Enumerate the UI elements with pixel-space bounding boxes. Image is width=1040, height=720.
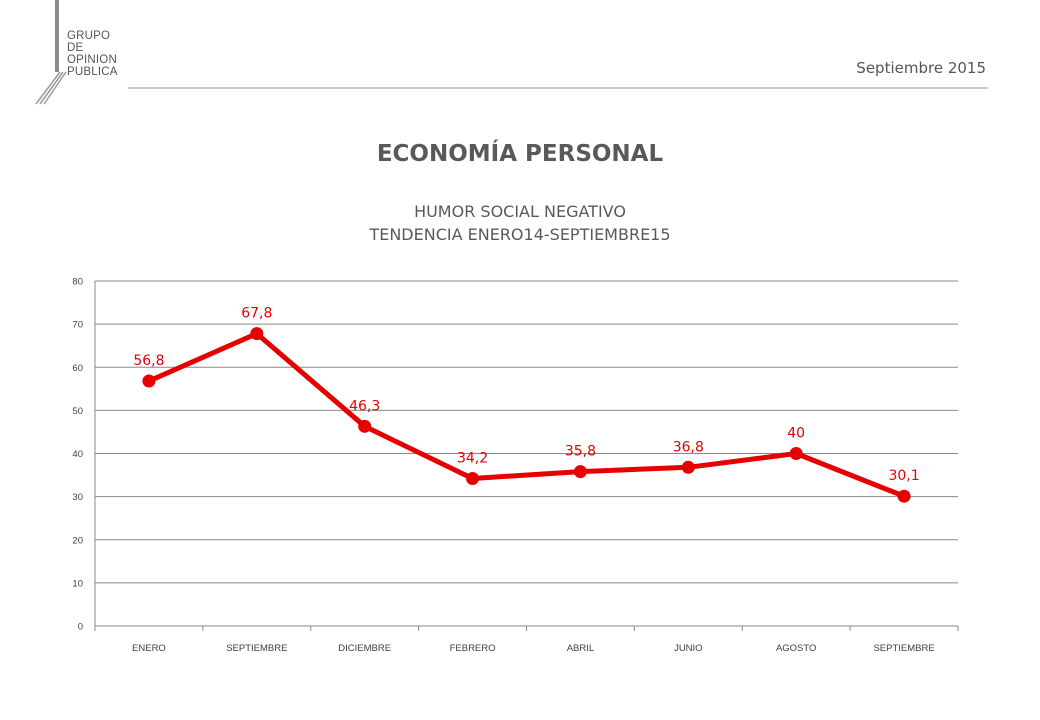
y-tick-label: 10 (72, 578, 83, 589)
data-point (681, 460, 695, 474)
y-tick-label: 60 (72, 363, 83, 374)
x-tick-label: ENERO (132, 643, 166, 654)
data-label: 30,1 (888, 468, 919, 484)
logo-line: DE (67, 42, 84, 54)
data-point (142, 374, 156, 388)
data-point (358, 419, 372, 433)
x-tick-label: ABRIL (567, 643, 594, 654)
x-tick-label: FEBRERO (450, 643, 496, 654)
data-label: 36,8 (673, 439, 704, 455)
data-label: 67,8 (241, 306, 272, 322)
y-tick-label: 50 (72, 406, 83, 417)
data-point (897, 489, 911, 503)
x-tick-label: JUNIO (674, 643, 703, 654)
data-point (573, 465, 587, 479)
y-tick-label: 0 (78, 622, 83, 633)
data-point (466, 472, 480, 486)
y-tick-label: 80 (72, 277, 83, 288)
data-label: 46,3 (349, 398, 380, 414)
data-label: 35,8 (565, 444, 596, 460)
y-tick-label: 20 (72, 535, 83, 546)
data-point (250, 327, 264, 341)
data-label: 34,2 (457, 451, 488, 467)
logo-line: PUBLICA (67, 66, 118, 78)
logo-line: OPINION (67, 54, 117, 66)
data-point (789, 447, 803, 460)
x-tick-label: DICIEMBRE (338, 643, 391, 654)
data-label: 56,8 (133, 353, 164, 369)
x-tick-label: SEPTIEMBRE (226, 643, 287, 654)
series-line (146, 331, 907, 499)
chart-subtitle-line-2: TENDENCIA ENERO14-SEPTIEMBRE15 (369, 225, 671, 244)
logo-line: GRUPO (67, 30, 111, 42)
y-tick-label: 30 (72, 492, 83, 503)
report-date: Septiembre 2015 (856, 59, 986, 77)
page-title: ECONOMÍA PERSONAL (376, 141, 664, 167)
x-tick-label: SEPTIEMBRE (873, 643, 934, 654)
data-label: 40 (787, 426, 805, 442)
logo-text: GRUPO DE OPINION PUBLICA (67, 30, 147, 78)
logo-graphic (35, 0, 67, 105)
x-tick-label: AGOSTO (776, 643, 816, 654)
y-tick-label: 40 (72, 449, 83, 460)
y-tick-label: 70 (72, 320, 83, 331)
header-divider (128, 87, 988, 89)
chart-subtitle-line-1: HUMOR SOCIAL NEGATIVO (414, 202, 626, 221)
